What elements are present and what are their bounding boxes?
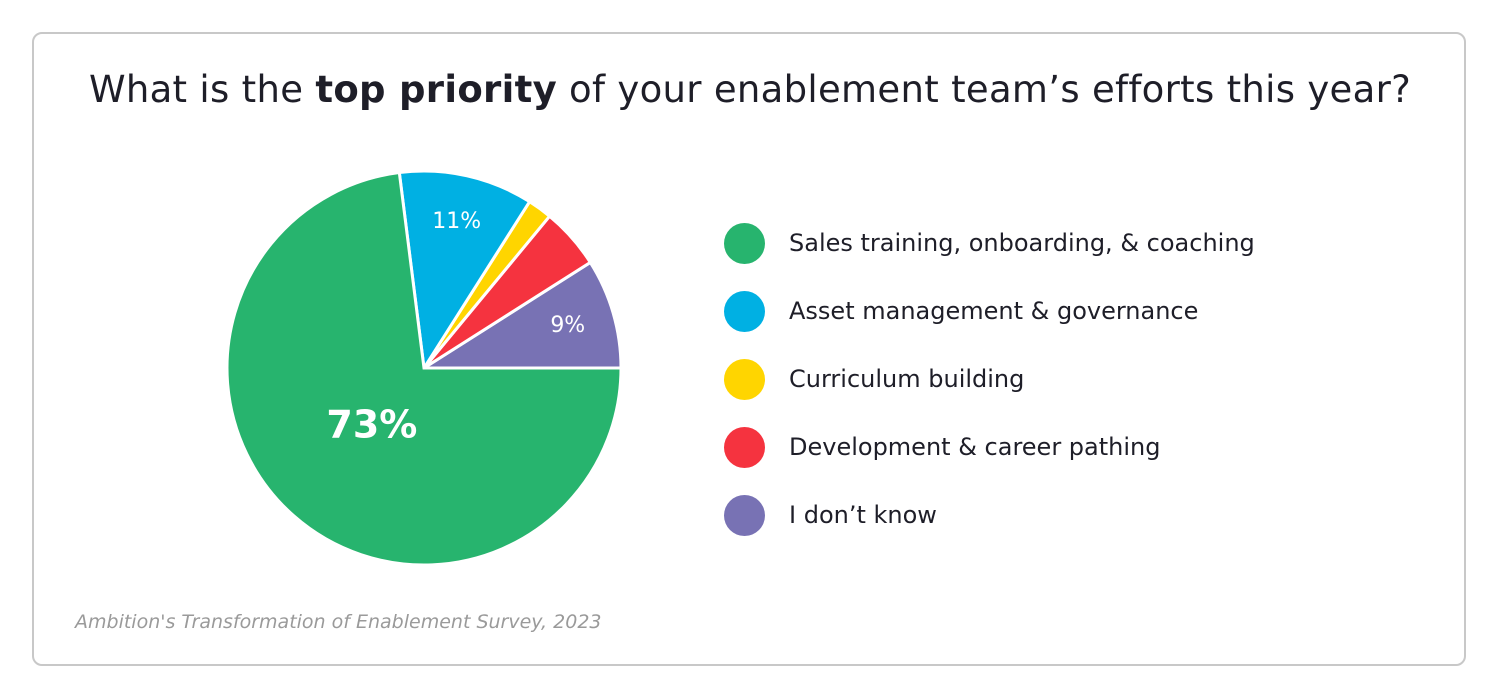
pie-slice: [418, 260, 623, 370]
legend-swatch: [724, 494, 765, 536]
legend-swatch: [724, 358, 765, 400]
slice-label: 73%: [326, 403, 417, 447]
slice-label: 9%: [550, 313, 585, 338]
title-post: of your enablement team’s efforts this y…: [557, 68, 1412, 111]
slice-label: 11%: [432, 209, 481, 234]
chart-card: [32, 32, 1466, 666]
legend-swatch: [724, 426, 765, 468]
legend-item: Development & career pathing: [724, 413, 1255, 481]
pie-slice: [225, 170, 623, 567]
legend-item: Sales training, onboarding, & coaching: [724, 209, 1255, 277]
legend: Sales training, onboarding, & coaching As…: [724, 209, 1255, 549]
title-pre: What is the: [88, 68, 316, 111]
legend-label: Curriculum building: [789, 365, 1025, 393]
legend-item: Curriculum building: [724, 345, 1255, 413]
legend-label: Sales training, onboarding, & coaching: [789, 229, 1255, 257]
legend-label: I don’t know: [789, 501, 937, 529]
legend-label: Asset management & governance: [789, 297, 1199, 325]
title-bold: top priority: [315, 68, 557, 111]
pie-slice: [397, 169, 532, 373]
legend-item: I don’t know: [724, 481, 1255, 549]
source-note: Ambition's Transformation of Enablement …: [75, 611, 602, 633]
chart-title: What is the top priority of your enablem…: [0, 68, 1500, 111]
legend-swatch: [724, 290, 765, 332]
legend-swatch: [724, 222, 765, 264]
legend-item: Asset management & governance: [724, 277, 1255, 345]
legend-label: Development & career pathing: [789, 433, 1161, 461]
